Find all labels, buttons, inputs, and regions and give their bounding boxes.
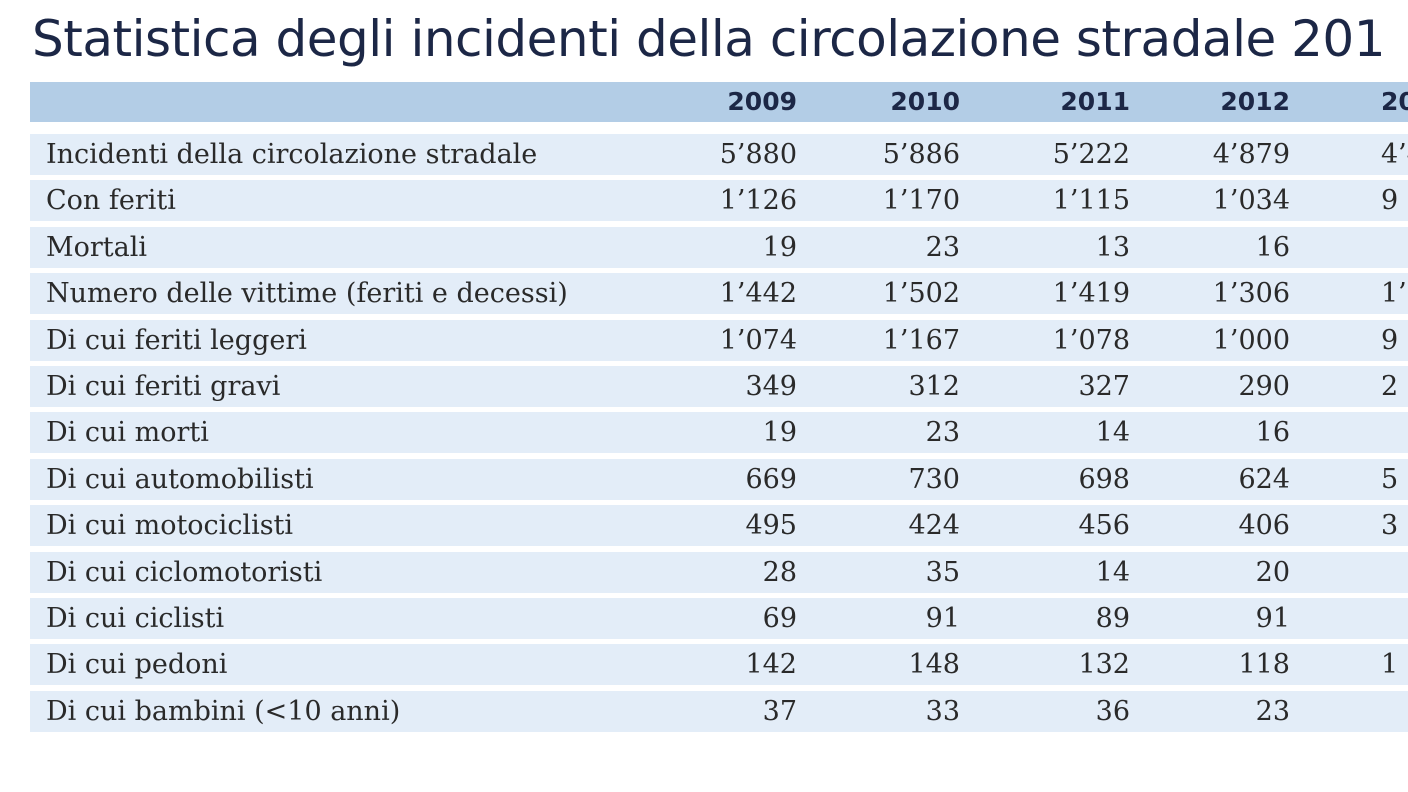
row-label: Mortali: [46, 231, 148, 263]
table-header: 2009 2010 2011 2012 20: [30, 82, 1408, 122]
cell-value: 28: [762, 556, 797, 588]
cell-value: 19: [762, 231, 797, 263]
cell-value: 23: [925, 417, 960, 449]
column-header: 2010: [890, 87, 960, 116]
cell-value: 5’222: [1052, 139, 1130, 170]
row-label: Con feriti: [46, 185, 176, 217]
cell-value: 669: [745, 463, 797, 495]
row-label: Numero delle vittime (feriti e decessi): [46, 278, 568, 310]
cell-value: 19: [762, 417, 797, 449]
cell-value: 406: [1238, 510, 1290, 542]
cell-value: 132: [1078, 649, 1130, 681]
cell-value: 91: [1255, 603, 1290, 634]
row-label: Di cui bambini (<10 anni): [46, 695, 401, 727]
cell-value: 13: [1095, 231, 1130, 263]
cell-value: 37: [762, 695, 797, 727]
column-header: 2012: [1220, 87, 1290, 116]
table-row: Di cui bambini (<10 anni) 37 33 36 23: [30, 690, 1408, 732]
title: Statistica degli incidenti della circola…: [32, 10, 1386, 68]
cell-value: 1’442: [719, 278, 797, 310]
cell-value: 5’880: [719, 139, 797, 170]
cell-value: 1’170: [882, 185, 960, 217]
cell-value: 5: [1381, 463, 1399, 495]
cell-value: 4’4: [1381, 139, 1408, 170]
cell-value: 36: [1095, 695, 1130, 727]
cell-value: 1: [1381, 649, 1399, 681]
table-row: Di cui ciclomotoristi 28 35 14 20: [30, 551, 1408, 593]
table-row: Di cui morti 19 23 14 16: [30, 412, 1408, 454]
row-label: Di cui ciclisti: [46, 603, 225, 634]
cell-value: 1’074: [719, 324, 797, 356]
table-row: Mortali 19 23 13 16: [30, 226, 1408, 268]
cell-value: 5’886: [882, 139, 960, 170]
row-label: Di cui automobilisti: [46, 463, 314, 495]
table-row: Di cui feriti gravi 349 312 327 290 2: [30, 366, 1408, 407]
cell-value: 142: [745, 649, 797, 681]
cell-value: 424: [908, 510, 960, 542]
cell-value: 1’306: [1212, 278, 1290, 310]
table-row: Con feriti 1’126 1’170 1’115 1’034 9: [30, 180, 1408, 222]
cell-value: 495: [745, 510, 797, 542]
column-header: 20: [1381, 87, 1408, 116]
cell-value: 3: [1381, 510, 1399, 542]
row-label: Di cui pedoni: [46, 649, 228, 681]
cell-value: 4’879: [1212, 139, 1290, 170]
cell-value: 9: [1381, 185, 1399, 217]
cell-value: 456: [1078, 510, 1130, 542]
column-header: 2009: [727, 87, 797, 116]
cell-value: 349: [745, 371, 797, 402]
cell-value: 698: [1078, 463, 1130, 495]
cell-value: 624: [1238, 463, 1290, 495]
cell-value: 35: [925, 556, 960, 588]
cell-value: 1’034: [1212, 185, 1290, 217]
table-row: Incidenti della circolazione stradale 5’8…: [30, 134, 1408, 175]
cell-value: 23: [925, 231, 960, 263]
cell-value: 14: [1095, 556, 1130, 588]
cell-value: 23: [1255, 695, 1290, 727]
table-row: Di cui automobilisti 669 730 698 624 5: [30, 458, 1408, 500]
row-label: Di cui ciclomotoristi: [46, 556, 323, 588]
cell-value: 327: [1078, 371, 1130, 402]
row-label: Incidenti della circolazione stradale: [46, 139, 538, 170]
cell-value: 33: [925, 695, 960, 727]
column-header: 2011: [1060, 87, 1130, 116]
table-row: Di cui ciclisti 69 91 89 91: [30, 598, 1408, 639]
table-row: Di cui motociclisti 495 424 456 406 3: [30, 505, 1408, 547]
cell-value: 1’502: [882, 278, 960, 310]
cell-value: 1’419: [1052, 278, 1130, 310]
cell-value: 1’078: [1052, 324, 1130, 356]
table-row: Di cui pedoni 142 148 132 118 1: [30, 644, 1408, 686]
cell-value: 1’: [1381, 278, 1407, 310]
cell-value: 2: [1381, 371, 1399, 402]
row-label: Di cui feriti leggeri: [46, 324, 307, 356]
table-row: Di cui feriti leggeri 1’074 1’167 1’078 1’00…: [30, 319, 1408, 361]
cell-value: 9: [1381, 324, 1399, 356]
cell-value: 16: [1255, 231, 1290, 263]
row-label: Di cui morti: [46, 417, 209, 449]
cell-value: 89: [1095, 603, 1130, 634]
cell-value: 20: [1255, 556, 1290, 588]
cell-value: 16: [1255, 417, 1290, 449]
cell-value: 1’126: [719, 185, 797, 217]
cell-value: 730: [908, 463, 960, 495]
cell-value: 290: [1238, 371, 1290, 402]
cell-value: 14: [1095, 417, 1130, 449]
cell-value: 91: [925, 603, 960, 634]
table-row: Numero delle vittime (feriti e decessi) 1…: [30, 273, 1408, 315]
cell-value: 1’167: [882, 324, 960, 356]
row-label: Di cui feriti gravi: [46, 371, 281, 402]
cell-value: 69: [762, 603, 797, 634]
cell-value: 1’115: [1052, 185, 1130, 217]
cell-value: 1’000: [1212, 324, 1290, 356]
cell-value: 312: [908, 371, 960, 402]
cell-value: 148: [908, 649, 960, 681]
cell-value: 118: [1238, 649, 1290, 681]
row-label: Di cui motociclisti: [46, 510, 294, 542]
